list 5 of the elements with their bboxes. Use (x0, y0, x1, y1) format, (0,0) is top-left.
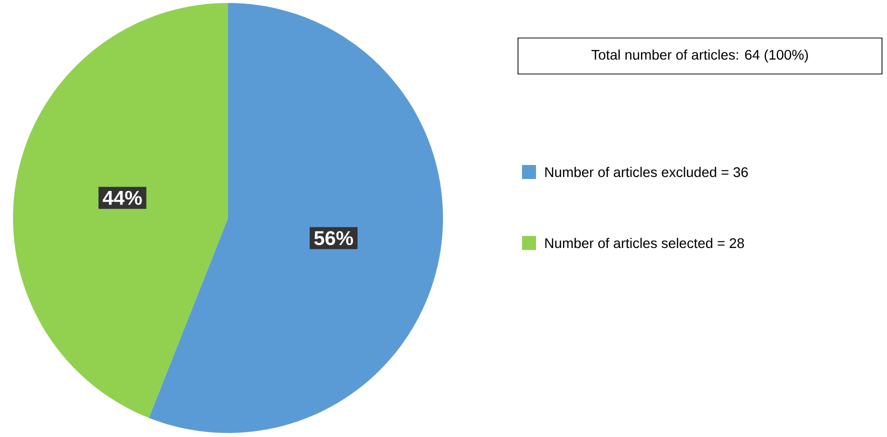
legend-label: Number of articles excluded = 36 (545, 166, 748, 178)
legend-label: Number of articles selected = 28 (545, 238, 744, 248)
data-label: 56% (314, 231, 354, 246)
text: Total number of articles: 64 (100%) (592, 49, 808, 62)
data-label: 44% (102, 190, 142, 205)
